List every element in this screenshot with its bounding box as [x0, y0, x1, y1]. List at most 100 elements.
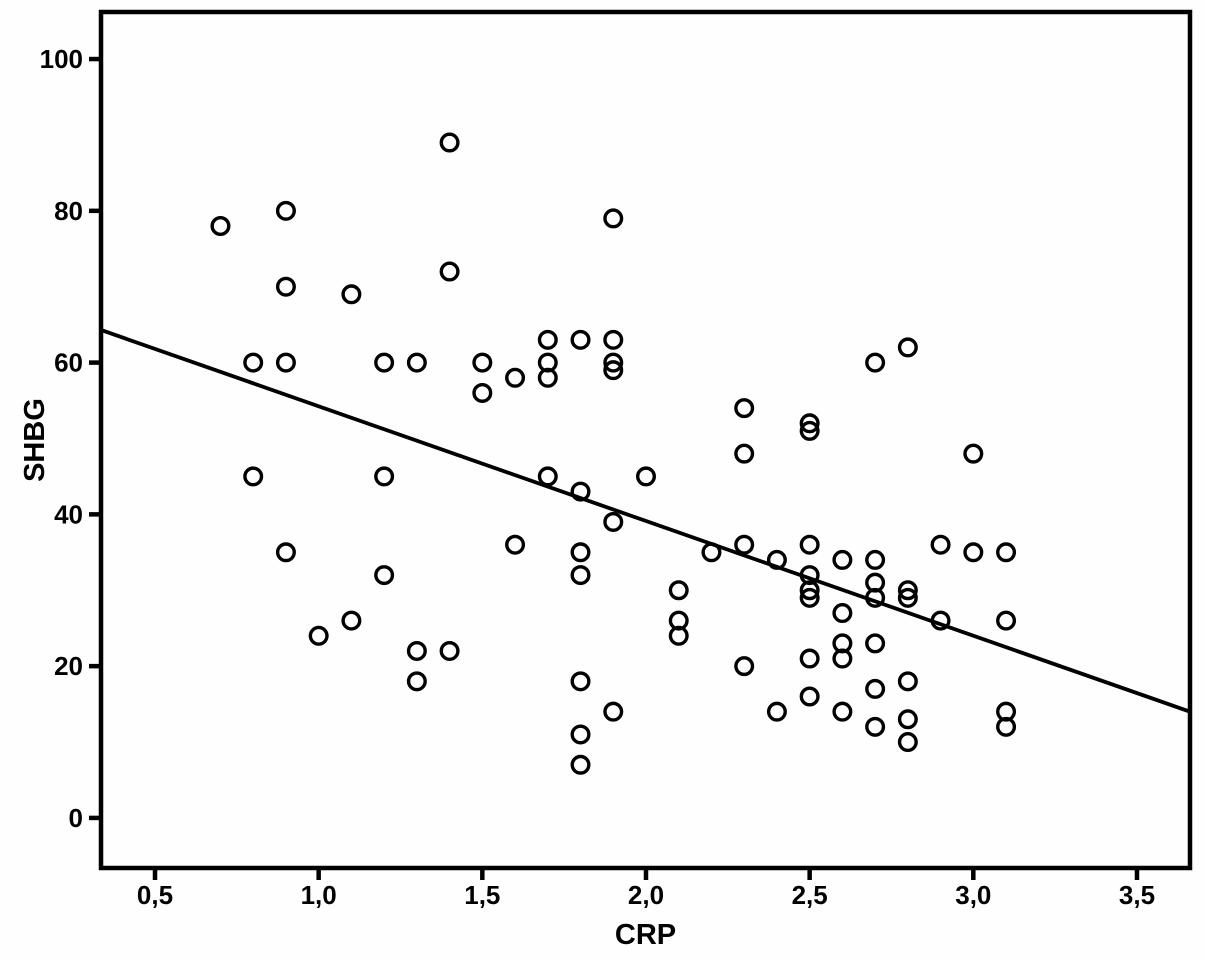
data-point: [865, 549, 886, 570]
data-point: [341, 284, 362, 305]
data-point: [603, 352, 624, 373]
data-point: [275, 352, 296, 373]
data-point: [799, 648, 820, 669]
x-tick-label: 3,5: [1119, 880, 1155, 910]
data-point: [603, 360, 624, 381]
data-point: [243, 352, 264, 373]
data-point: [374, 352, 395, 373]
data-point: [734, 534, 755, 555]
data-point: [603, 701, 624, 722]
x-tick-label: 2,5: [792, 880, 828, 910]
data-point: [734, 398, 755, 419]
regression-line-group: [100, 328, 1191, 714]
data-point: [570, 724, 591, 745]
y-tick-label: 20: [54, 651, 83, 681]
data-point: [537, 329, 558, 350]
data-point: [799, 686, 820, 707]
data-point: [996, 610, 1017, 631]
data-point: [570, 671, 591, 692]
data-point: [570, 329, 591, 350]
data-point: [963, 443, 984, 464]
data-point: [374, 565, 395, 586]
data-point: [734, 443, 755, 464]
data-point: [897, 580, 918, 601]
data-point: [799, 534, 820, 555]
x-axis-ticks: 0,5 1,0 1,5 2,0 2,5 3,0 3,5: [137, 868, 1155, 910]
data-point: [865, 587, 886, 608]
data-point: [865, 678, 886, 699]
y-axis-ticks: 0 20 40 60 80 100: [40, 44, 101, 833]
data-point: [701, 542, 722, 563]
data-point: [341, 610, 362, 631]
y-axis-title: SHBG: [19, 398, 51, 482]
data-point: [439, 640, 460, 661]
data-point: [635, 466, 656, 487]
data-point: [243, 466, 264, 487]
data-point: [734, 656, 755, 677]
x-axis-title: CRP: [615, 919, 676, 951]
data-point: [897, 337, 918, 358]
data-point: [439, 132, 460, 153]
data-point: [897, 732, 918, 753]
data-point: [832, 549, 853, 570]
y-tick-label: 100: [40, 44, 83, 74]
y-tick-label: 0: [69, 803, 83, 833]
data-point: [897, 709, 918, 730]
y-tick-label: 60: [54, 348, 83, 378]
data-point: [603, 511, 624, 532]
data-point: [865, 352, 886, 373]
data-point: [570, 754, 591, 775]
data-point: [406, 671, 427, 692]
data-point: [766, 549, 787, 570]
data-point: [275, 200, 296, 221]
data-point: [668, 580, 689, 601]
data-point: [570, 565, 591, 586]
data-point: [996, 542, 1017, 563]
x-tick-label: 3,0: [955, 880, 991, 910]
data-point: [865, 716, 886, 737]
data-point: [799, 420, 820, 441]
data-point: [439, 261, 460, 282]
data-point: [603, 208, 624, 229]
data-point: [668, 625, 689, 646]
data-point: [603, 329, 624, 350]
x-tick-label: 0,5: [137, 880, 173, 910]
data-point: [996, 716, 1017, 737]
data-point: [570, 481, 591, 502]
data-point: [570, 542, 591, 563]
data-point: [308, 625, 329, 646]
y-tick-label: 80: [54, 196, 83, 226]
data-point: [537, 466, 558, 487]
data-point: [832, 648, 853, 669]
data-point: [930, 610, 951, 631]
plot-border: [98, 9, 1193, 871]
data-point: [505, 534, 526, 555]
data-point: [766, 701, 787, 722]
x-tick-label: 1,5: [464, 880, 500, 910]
data-point: [275, 276, 296, 297]
data-points: [210, 132, 1017, 775]
data-point: [537, 367, 558, 388]
data-point: [865, 633, 886, 654]
data-point: [472, 382, 493, 403]
data-point: [799, 413, 820, 434]
plot-frame: [98, 9, 1193, 871]
data-point: [963, 542, 984, 563]
data-point: [897, 671, 918, 692]
data-point: [930, 534, 951, 555]
data-point: [374, 466, 395, 487]
data-point: [472, 352, 493, 373]
data-point: [210, 215, 231, 236]
x-tick-label: 2,0: [628, 880, 664, 910]
y-tick-label: 40: [54, 499, 83, 529]
data-point: [897, 587, 918, 608]
data-point: [799, 587, 820, 608]
data-point: [799, 580, 820, 601]
x-tick-label: 1,0: [301, 880, 337, 910]
data-point: [406, 640, 427, 661]
data-point: [832, 701, 853, 722]
data-point: [505, 367, 526, 388]
regression-line: [100, 328, 1191, 714]
